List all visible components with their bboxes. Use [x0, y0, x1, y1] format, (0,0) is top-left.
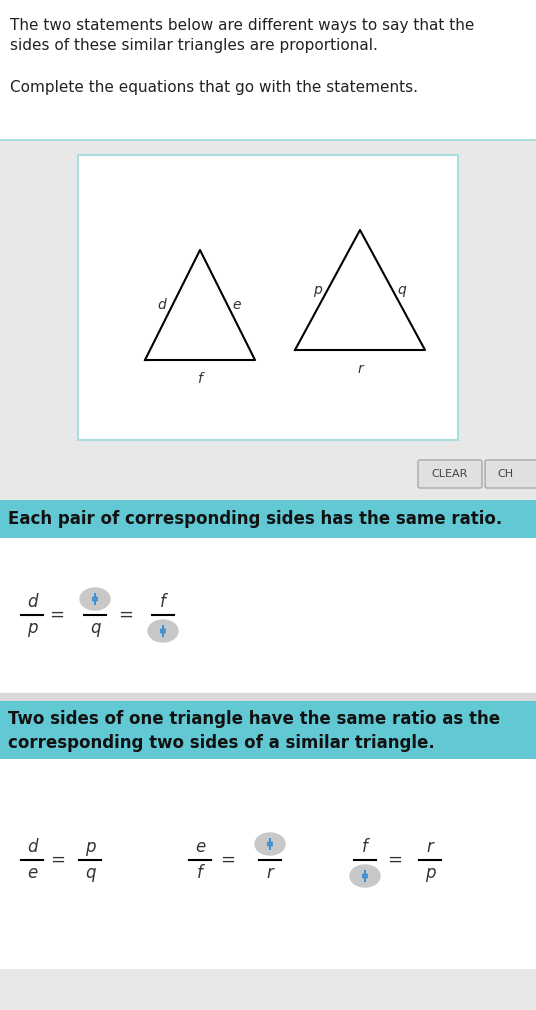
- Text: sides of these similar triangles are proportional.: sides of these similar triangles are pro…: [10, 38, 378, 53]
- Text: d: d: [158, 298, 167, 312]
- Text: e: e: [195, 838, 205, 856]
- Text: CLEAR: CLEAR: [432, 469, 468, 479]
- Text: d: d: [27, 838, 37, 856]
- Text: d: d: [27, 593, 37, 611]
- Text: q: q: [398, 283, 406, 297]
- Text: q: q: [85, 864, 95, 882]
- Ellipse shape: [255, 833, 285, 855]
- FancyBboxPatch shape: [0, 0, 536, 140]
- Ellipse shape: [148, 620, 178, 642]
- FancyBboxPatch shape: [485, 460, 536, 488]
- Text: r: r: [357, 362, 363, 376]
- FancyBboxPatch shape: [0, 140, 536, 500]
- Text: f: f: [362, 838, 368, 856]
- Text: e: e: [27, 864, 37, 882]
- Text: =: =: [118, 606, 133, 624]
- Text: p: p: [85, 838, 95, 856]
- Text: r: r: [266, 864, 273, 882]
- Ellipse shape: [80, 588, 110, 610]
- FancyBboxPatch shape: [0, 500, 536, 538]
- Text: =: =: [49, 606, 64, 624]
- Text: =: =: [220, 851, 235, 869]
- Text: r: r: [427, 838, 434, 856]
- Text: e: e: [233, 298, 241, 312]
- Text: f: f: [198, 372, 203, 386]
- Text: f: f: [160, 593, 166, 611]
- Text: The two statements below are different ways to say that the: The two statements below are different w…: [10, 18, 474, 33]
- Text: =: =: [50, 851, 65, 869]
- Text: p: p: [425, 864, 435, 882]
- Text: p: p: [27, 619, 37, 637]
- Text: p: p: [312, 283, 322, 297]
- Text: corresponding two sides of a similar triangle.: corresponding two sides of a similar tri…: [8, 734, 435, 752]
- FancyBboxPatch shape: [0, 538, 536, 693]
- Text: CH: CH: [497, 469, 513, 479]
- FancyBboxPatch shape: [418, 460, 482, 488]
- Text: f: f: [197, 864, 203, 882]
- Text: q: q: [90, 619, 100, 637]
- FancyBboxPatch shape: [78, 155, 458, 440]
- FancyBboxPatch shape: [0, 701, 536, 759]
- FancyBboxPatch shape: [0, 969, 536, 1010]
- Ellipse shape: [350, 865, 380, 887]
- Text: Two sides of one triangle have the same ratio as the: Two sides of one triangle have the same …: [8, 710, 500, 728]
- Text: Complete the equations that go with the statements.: Complete the equations that go with the …: [10, 80, 418, 95]
- Text: =: =: [388, 851, 403, 869]
- FancyBboxPatch shape: [0, 693, 536, 701]
- FancyBboxPatch shape: [0, 759, 536, 969]
- Text: Each pair of corresponding sides has the same ratio.: Each pair of corresponding sides has the…: [8, 510, 502, 528]
